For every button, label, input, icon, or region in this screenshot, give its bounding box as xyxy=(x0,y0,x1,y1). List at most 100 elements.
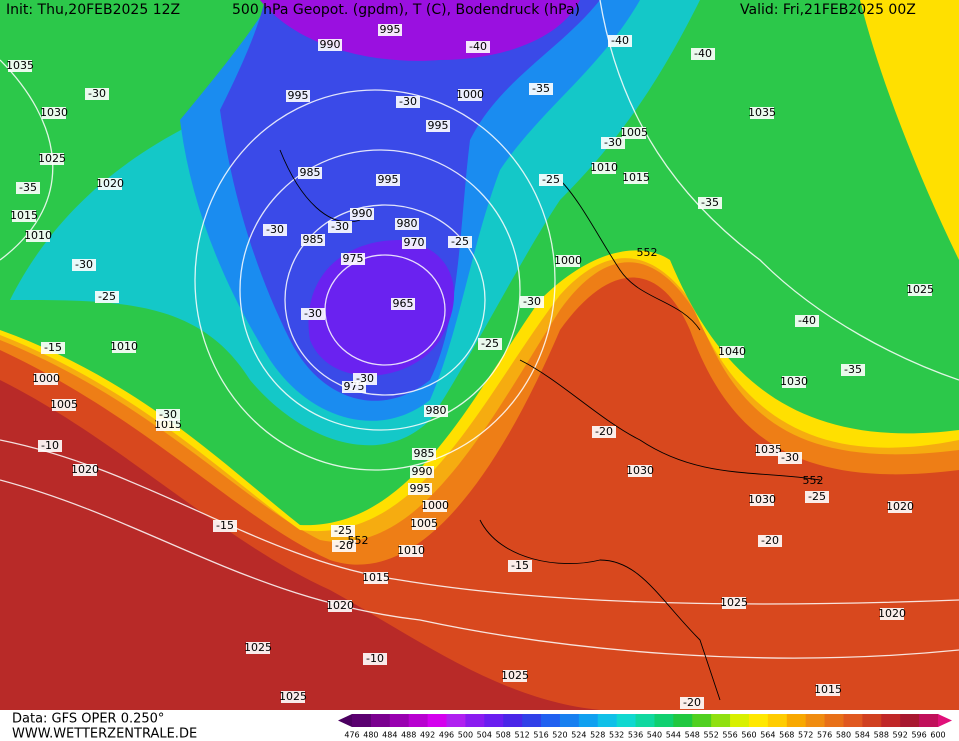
colorbar-tick-label: 484 xyxy=(382,731,397,740)
colorbar-swatch xyxy=(805,714,826,727)
colorbar-swatch xyxy=(427,714,448,727)
colorbar-tick-label: 504 xyxy=(477,731,492,740)
isobar-label: 1000 xyxy=(421,499,449,512)
temperature-label-box xyxy=(301,308,325,320)
colorbar: 476 480 484 488 492 496 500 504 508 512 516 520 524 5… xyxy=(338,714,952,740)
isobar-label: 1010 xyxy=(590,161,618,174)
isobar-label-box xyxy=(720,346,744,358)
isobar-label-box xyxy=(880,608,904,620)
isobar-label-box xyxy=(112,341,136,353)
isobar-label: 995 xyxy=(428,119,449,132)
isobar-label-box xyxy=(423,500,447,512)
colorbar-swatch xyxy=(559,714,580,727)
colorbar-swatch xyxy=(919,714,939,727)
temperature-label: -30 xyxy=(88,87,106,100)
temperature-label: -30 xyxy=(331,220,349,233)
colorbar-tick-label: 528 xyxy=(590,731,605,740)
isobar-label-box xyxy=(34,373,58,385)
temperature-label: -30 xyxy=(356,372,374,385)
temperature-label: -25 xyxy=(451,235,469,248)
isobar-label: 1000 xyxy=(554,254,582,267)
geopotential-label: 552 xyxy=(348,534,369,547)
isobar-label-box xyxy=(458,89,482,101)
isobar-label: 1020 xyxy=(326,599,354,612)
colorbar-tick-label: 556 xyxy=(722,731,737,740)
isobar-label: 970 xyxy=(404,236,425,249)
geopotential-label: 552 xyxy=(637,246,658,259)
colorbar-swatch xyxy=(635,714,655,727)
colorbar-swatch xyxy=(578,714,599,727)
isobar-label: 1010 xyxy=(24,229,52,242)
colorbar-tick-label: 592 xyxy=(893,731,908,740)
colorbar-swatch xyxy=(465,714,485,727)
isobar-label-box xyxy=(156,419,180,431)
isobar-label-box xyxy=(42,107,66,119)
colorbar-tick-label: 584 xyxy=(855,731,870,740)
temperature-label-box xyxy=(539,174,563,186)
temperature-label: -30 xyxy=(523,295,541,308)
colorbar-swatch xyxy=(786,714,807,727)
isobar-label-box xyxy=(628,465,652,477)
isobar-label-box xyxy=(750,107,774,119)
isobar-label: 990 xyxy=(320,38,341,51)
colorbar-swatch xyxy=(730,714,750,727)
colorbar-swatch xyxy=(862,714,882,727)
isobar-label-box xyxy=(556,255,580,267)
isobar-label-box xyxy=(888,501,912,513)
map-title: 500 hPa Geopot. (gpdm), T (C), Bodendruc… xyxy=(232,2,580,18)
temperature-label-box xyxy=(396,96,420,108)
contour-labels: 990 995 1035 995 1000 1030 995 1025 1005 1035 985 9… xyxy=(6,23,934,709)
temperature-label: -30 xyxy=(399,95,417,108)
isobar-label-box xyxy=(298,167,322,179)
isobar-label-box xyxy=(40,153,64,165)
temperature-label: -20 xyxy=(335,539,353,552)
temperature-label-box xyxy=(213,520,237,532)
isobar-label: 995 xyxy=(410,482,431,495)
isobar-label-box xyxy=(399,545,423,557)
colorbar-tick-label: 532 xyxy=(609,731,624,740)
isobar-label: 1025 xyxy=(244,641,272,654)
temperature-label: -35 xyxy=(844,363,862,376)
temperature-label-box xyxy=(466,41,490,53)
isobar-label-box xyxy=(624,172,648,184)
isobar-label-box xyxy=(503,670,527,682)
temperature-label: -25 xyxy=(334,524,352,537)
temperature-label-box xyxy=(841,364,865,376)
temperature-label: -30 xyxy=(781,451,799,464)
colorbar-swatch xyxy=(616,714,637,727)
isobar-label-box xyxy=(246,642,270,654)
isobar-label: 1020 xyxy=(96,177,124,190)
isobar-label-box xyxy=(364,572,388,584)
colorbar-tick-label: 516 xyxy=(533,731,548,740)
colorbar-tick-label: 552 xyxy=(704,731,719,740)
isobar-label: 980 xyxy=(426,404,447,417)
isobar-label: 1035 xyxy=(748,106,776,119)
colorbar-swatch xyxy=(881,714,901,727)
isobar-label-box xyxy=(750,494,774,506)
colorbar-swatch xyxy=(446,714,466,727)
map-field xyxy=(0,0,959,710)
temperature-label-box xyxy=(691,48,715,60)
isobar-label-box xyxy=(908,284,932,296)
temperature-label: -30 xyxy=(75,258,93,271)
colorbar-tick-label: 596 xyxy=(911,731,926,740)
isobar-label: 1030 xyxy=(780,375,808,388)
temperature-label-box xyxy=(520,296,544,308)
colorbar-swatch xyxy=(711,714,731,727)
temperature-label-box xyxy=(778,452,802,464)
colorbar-tick-label: 492 xyxy=(420,731,435,740)
colorbar-swatch xyxy=(767,714,788,727)
isobar-label-box xyxy=(722,597,746,609)
isobar-label: 1015 xyxy=(10,209,38,222)
temperature-label: -15 xyxy=(44,341,62,354)
colorbar-swatch xyxy=(673,714,693,727)
isobar-label-box xyxy=(408,483,432,495)
colorbar-under xyxy=(338,714,352,727)
temperature-label-box xyxy=(263,224,287,236)
site-url: WWW.WETTERZENTRALE.DE xyxy=(12,727,197,741)
temperature-label: -20 xyxy=(683,696,701,709)
colorbar-tick-label: 496 xyxy=(439,731,454,740)
colorbar-tick-label: 500 xyxy=(458,731,473,740)
temperature-label: -25 xyxy=(808,490,826,503)
